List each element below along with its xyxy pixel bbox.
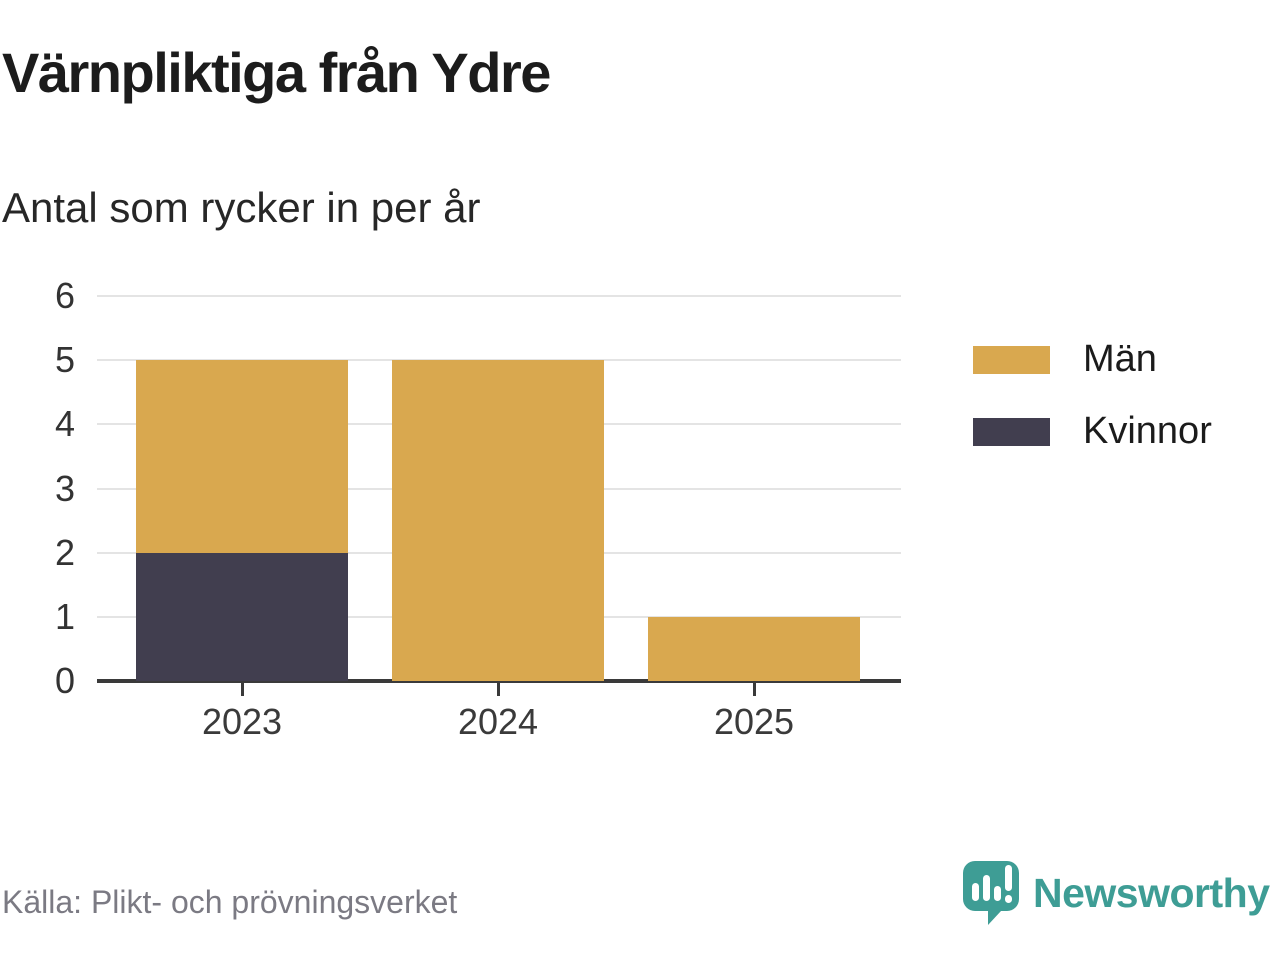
x-axis-tick-mark bbox=[240, 683, 244, 696]
legend-item-kvinnor: Kvinnor bbox=[973, 410, 1212, 453]
logo-exclamation-bar bbox=[1005, 865, 1012, 891]
bar-segment-kvinnor-2023 bbox=[136, 552, 348, 681]
legend-swatch-man bbox=[973, 345, 1050, 374]
y-axis-tick-label: 4 bbox=[54, 403, 75, 445]
logo-bar-2 bbox=[983, 875, 990, 901]
newsworthy-logo-icon bbox=[963, 861, 1019, 925]
y-axis-tick-label: 5 bbox=[54, 339, 75, 381]
legend-label-man: Män bbox=[1083, 338, 1157, 380]
x-axis-tick-label: 2025 bbox=[713, 701, 795, 742]
bar-segment-män-2023 bbox=[136, 360, 348, 553]
x-axis-line bbox=[97, 679, 901, 683]
gridline bbox=[97, 295, 901, 297]
x-axis-tick-mark bbox=[496, 683, 500, 696]
x-axis-tick-label: 2024 bbox=[457, 701, 539, 742]
brand-wordmark: Newsworthy bbox=[1033, 869, 1270, 916]
gridline bbox=[97, 359, 901, 362]
x-axis-tick-mark bbox=[752, 683, 756, 696]
y-axis-tick-label: 1 bbox=[54, 595, 75, 637]
legend-label-kvinnor: Kvinnor bbox=[1083, 410, 1212, 452]
legend: Män Kvinnor bbox=[973, 338, 1212, 482]
logo-exclamation-dot bbox=[1005, 895, 1012, 903]
x-axis-tick-label: 2023 bbox=[201, 701, 283, 742]
branding: Newsworthy bbox=[962, 860, 1270, 926]
legend-swatch-kvinnor bbox=[973, 417, 1050, 446]
plot-area: 0 1 2 3 4 5 6 2023 2024 2025 bbox=[55, 275, 901, 742]
y-axis-tick-label: 6 bbox=[54, 275, 75, 316]
bar-segment-män-2024 bbox=[392, 360, 604, 681]
legend-item-man: Män bbox=[973, 338, 1212, 381]
logo-bar-1 bbox=[972, 883, 979, 901]
bar-segment-män-2025 bbox=[648, 616, 860, 681]
y-axis-tick-label: 3 bbox=[54, 467, 75, 509]
logo-bar-3 bbox=[994, 886, 1001, 901]
y-axis-tick-label: 0 bbox=[54, 660, 75, 701]
source-note: Källa: Plikt- och prövningsverket bbox=[2, 884, 458, 920]
y-axis-tick-label: 2 bbox=[54, 531, 75, 573]
page-subtitle: Antal som rycker in per år bbox=[2, 184, 481, 231]
page-title: Värnpliktiga från Ydre bbox=[2, 41, 551, 104]
